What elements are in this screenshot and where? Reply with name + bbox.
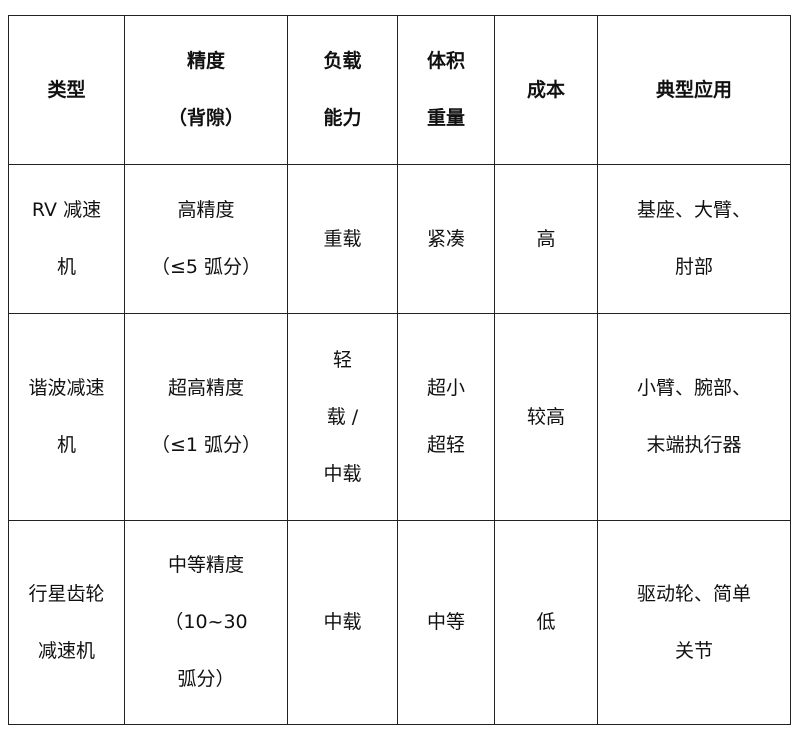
cell-line: 行星齿轮 xyxy=(28,582,105,605)
cell-line: 超轻 xyxy=(426,434,465,456)
cell-line: 较高 xyxy=(526,405,565,428)
cell-line: 体积 xyxy=(426,50,465,72)
table-cell: 基座、大臂、 肘部 xyxy=(597,164,791,314)
cell-line: 中载 xyxy=(323,462,362,485)
table-row: 行星齿轮减速机 中等精度 （10~30 弧分） 中载 中等 低 驱动轮、简单 关节 xyxy=(8,520,791,725)
table-cell: 谐波减速机 xyxy=(8,313,125,521)
column-header: 成本 xyxy=(494,15,598,165)
table-cell: 高 xyxy=(494,164,598,314)
table-cell: 重载 xyxy=(287,164,398,314)
cell-line: 低 xyxy=(536,611,556,633)
cell-line: 关节 xyxy=(674,639,713,662)
table-cell: RV 减速机 xyxy=(8,164,125,314)
table-cell: 小臂、腕部、 末端执行器 xyxy=(597,313,791,521)
cell-line: 类型 xyxy=(47,78,86,101)
cell-line: 机 xyxy=(56,256,76,278)
table-cell: 中等 xyxy=(397,520,495,725)
cell-line: 高 xyxy=(536,227,556,250)
cell-line: 谐波减速 xyxy=(28,377,105,399)
cell-line: 机 xyxy=(56,434,76,456)
cell-line: 重载 xyxy=(323,227,362,250)
cell-line: 弧分） xyxy=(177,668,235,690)
cell-line: 紧凑 xyxy=(426,227,465,250)
cell-line: 减速机 xyxy=(37,639,95,662)
cell-line: RV 减速 xyxy=(31,199,102,221)
cell-line: 典型应用 xyxy=(655,78,732,101)
cell-line: 载 / xyxy=(326,405,359,428)
cell-line: 小臂、腕部、 xyxy=(636,377,751,399)
cell-line: 轻 xyxy=(332,348,352,371)
cell-line: 高精度 xyxy=(177,199,235,221)
column-header: 精度 （背隙） xyxy=(124,15,288,165)
column-header: 类型 xyxy=(8,15,125,165)
cell-line: 重量 xyxy=(426,107,465,129)
cell-line: 基座、大臂、 xyxy=(636,199,751,221)
table-row: RV 减速机 高精度 （≤5 弧分） 重载 紧凑 高 基座、大臂、 肘部 xyxy=(8,164,791,314)
table-cell: 驱动轮、简单 关节 xyxy=(597,520,791,725)
cell-line: （10~30 xyxy=(164,611,248,633)
cell-line: 精度 xyxy=(186,50,225,72)
table-cell: 中等精度 （10~30 弧分） xyxy=(124,520,288,725)
reducer-comparison-table: 类型 精度 （背隙） 负载 能力 体积 重量 成本 典型应用 RV 减速机高精度 （≤5 弧分）重… xyxy=(8,15,791,725)
cell-line: （≤5 弧分） xyxy=(150,256,262,278)
cell-line: 肘部 xyxy=(674,256,713,278)
cell-line: （≤1 弧分） xyxy=(150,434,262,456)
cell-line: 末端执行器 xyxy=(646,434,742,456)
cell-line: 中载 xyxy=(323,611,362,633)
table-cell: 高精度 （≤5 弧分） xyxy=(124,164,288,314)
table-cell: 行星齿轮 减速机 xyxy=(8,520,125,725)
table-cell: 中载 xyxy=(287,520,398,725)
cell-line: 中等精度 xyxy=(167,554,244,576)
cell-line: （背隙） xyxy=(167,107,244,129)
table-cell: 较高 xyxy=(494,313,598,521)
cell-line: 中等 xyxy=(426,611,465,633)
cell-line: 负载 xyxy=(323,50,362,72)
cell-line: 超小 xyxy=(426,377,465,399)
cell-line: 超高精度 xyxy=(167,377,244,399)
table-cell: 超高精度 （≤1 弧分） xyxy=(124,313,288,521)
table-row: 谐波减速机 超高精度 （≤1 弧分） 轻载 / 中载 超小超轻 较高 小臂、腕部、 末端执行器 xyxy=(8,313,791,521)
header-row: 类型 精度 （背隙） 负载 能力 体积 重量 成本 典型应用 xyxy=(8,15,791,165)
table-cell: 轻载 / 中载 xyxy=(287,313,398,521)
table-cell: 低 xyxy=(494,520,598,725)
table-cell: 紧凑 xyxy=(397,164,495,314)
cell-line: 能力 xyxy=(323,107,362,129)
column-header: 负载 能力 xyxy=(287,15,398,165)
cell-line: 成本 xyxy=(526,78,565,101)
cell-line: 驱动轮、简单 xyxy=(636,582,751,605)
column-header: 体积 重量 xyxy=(397,15,495,165)
table-cell: 超小 超轻 xyxy=(397,313,495,521)
column-header: 典型应用 xyxy=(597,15,791,165)
